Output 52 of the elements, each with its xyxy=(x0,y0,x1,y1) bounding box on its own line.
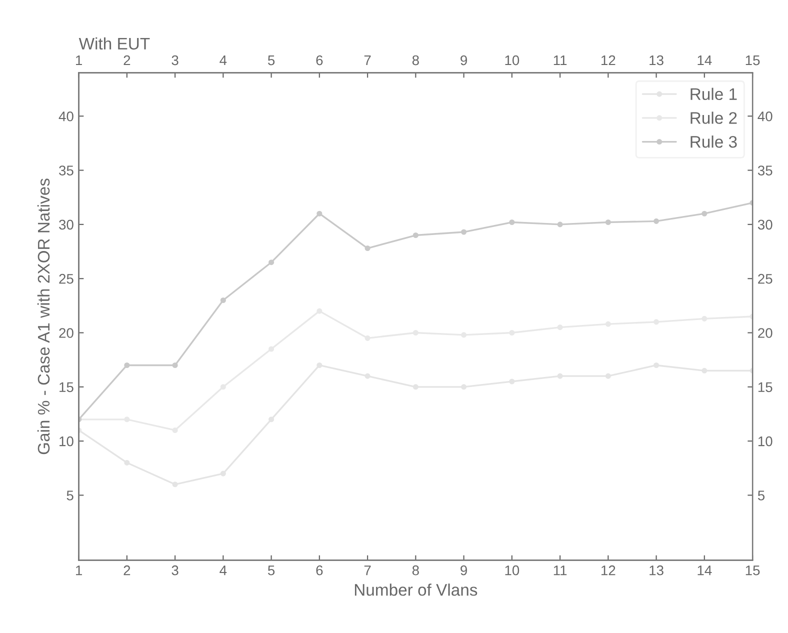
y-tick-label: 40 xyxy=(58,111,74,122)
legend-label: Rule 2 xyxy=(690,112,737,124)
x2-tick-label: 13 xyxy=(650,55,664,66)
x2-tick-label: 2 xyxy=(124,55,130,66)
x2-tick-label: 15 xyxy=(746,55,760,66)
y-tick-label: 5 xyxy=(66,490,74,500)
y2-tick-label: 30 xyxy=(758,220,772,230)
x-tick-label: 13 xyxy=(650,565,664,576)
y2-tick-label: 25 xyxy=(758,274,772,284)
x-tick-label: 14 xyxy=(698,566,712,576)
y2-tick-label: 40 xyxy=(758,111,772,122)
x-tick-label: 6 xyxy=(316,565,323,576)
x2-tick-label: 8 xyxy=(412,55,419,66)
x-tick-label: 1 xyxy=(76,566,82,576)
y2-tick-label: 10 xyxy=(758,436,772,446)
x-tick-label: 15 xyxy=(746,566,760,576)
x-tick-label: 9 xyxy=(460,565,467,576)
x2-tick-label: 7 xyxy=(364,55,371,66)
x2-axis-title: With EUT xyxy=(78,37,150,50)
x2-tick-label: 12 xyxy=(602,55,616,66)
y-tick-label: 10 xyxy=(60,436,74,446)
x2-tick-label: 9 xyxy=(460,55,467,66)
x-axis-title: Number of Vlans xyxy=(354,584,478,596)
x-tick-label: 12 xyxy=(602,565,616,576)
y2-tick-label: 35 xyxy=(758,166,772,176)
x-tick-label: 4 xyxy=(220,566,227,576)
x2-tick-label: 10 xyxy=(505,55,520,66)
x-tick-label: 10 xyxy=(505,565,520,576)
x2-tick-label: 4 xyxy=(220,55,227,66)
x2-tick-label: 1 xyxy=(76,55,82,66)
y2-tick-label: 5 xyxy=(758,490,765,500)
legend-label: Rule 1 xyxy=(690,88,737,100)
y2-tick-label: 15 xyxy=(758,382,772,392)
x2-tick-label: 5 xyxy=(268,55,275,66)
y-tick-label: 35 xyxy=(59,166,74,176)
x2-tick-label: 3 xyxy=(172,55,178,66)
y-tick-label: 30 xyxy=(59,220,74,230)
x2-tick-label: 6 xyxy=(316,55,323,66)
y-tick-label: 20 xyxy=(59,328,74,338)
x-tick-label: 5 xyxy=(268,566,275,576)
y2-tick-label: 20 xyxy=(758,328,772,338)
x-tick-label: 7 xyxy=(364,566,371,576)
x2-tick-label: 11 xyxy=(554,55,567,66)
x-tick-label: 2 xyxy=(124,565,130,576)
y-tick-label: 15 xyxy=(60,382,74,392)
y-tick-label: 25 xyxy=(59,274,74,284)
legend-label: Rule 3 xyxy=(690,136,737,148)
x-tick-label: 11 xyxy=(554,566,567,576)
x-tick-label: 3 xyxy=(172,565,178,576)
x2-tick-label: 14 xyxy=(698,55,712,66)
y-axis-title: Gain % - Case A1 with 2XOR Natives xyxy=(37,178,50,454)
x-tick-label: 8 xyxy=(412,565,419,576)
